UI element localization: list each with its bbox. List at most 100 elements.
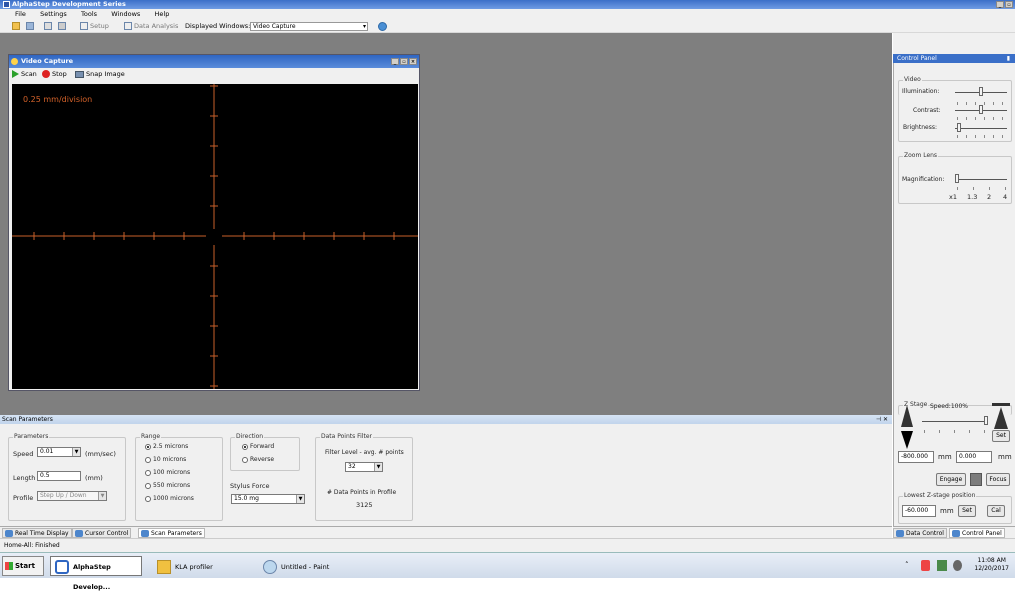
range-label-2-5: 2.5 microns [153,443,189,450]
crosshair-center-gap [206,229,222,245]
save-icon[interactable] [26,22,36,31]
lowest-z-field[interactable]: -60.000 [902,505,936,517]
tab-control-panel[interactable]: Control Panel [949,528,1005,538]
magnification-ticks [957,187,1007,190]
menu-settings[interactable]: Settings [40,10,67,18]
direction-group: Direction Forward Reverse [230,433,300,471]
menu-file[interactable]: File [15,10,26,18]
length-input[interactable]: 0.5 [37,471,81,481]
range-option-1000[interactable]: 1000 microns [145,495,194,502]
range-label-100: 100 microns [153,469,191,476]
up-arrow-icon[interactable] [901,405,913,427]
taskbar: Start AlphaStep Develop... KLA profiler … [0,552,1015,591]
show-hidden-icons-icon[interactable]: ˄ [905,561,909,569]
pin-close-icon[interactable]: ⊣ ✕ [875,416,888,423]
stop-icon [42,70,50,78]
z-speed-track [922,421,988,422]
flag-icon[interactable] [921,560,930,571]
range-option-10[interactable]: 10 microns [145,456,186,463]
focus-button[interactable]: Focus [986,473,1010,486]
video-window-title: Video Capture [21,57,74,65]
z-target-field[interactable]: 0.000 [956,451,992,463]
data-analysis-button[interactable]: Data Analysis [124,22,178,31]
volume-icon[interactable] [953,560,962,571]
tab-cursor-control[interactable]: Cursor Control [72,528,132,538]
range-group: Range 2.5 microns 10 microns 100 microns… [135,433,223,521]
profile-value: Step Up / Down [40,492,87,499]
menu-windows[interactable]: Windows [111,10,141,18]
control-panel-header: Control Panel ▮ [893,54,1015,63]
minimize-button[interactable]: _ [996,1,1004,8]
magnification-slider[interactable] [955,174,959,183]
tab-icon [896,530,904,537]
print-preview-icon[interactable] [44,22,54,31]
snap-image-button[interactable]: Snap Image [75,68,125,81]
video-close-button[interactable]: × [409,58,417,65]
z-speed-label: Speed:100% [930,403,968,410]
range-label-10: 10 microns [153,456,187,463]
engage-button[interactable]: Engage [936,473,966,486]
control-panel-title: Control Panel [897,55,937,62]
tab-scan-parameters[interactable]: Scan Parameters [138,528,205,538]
brightness-ticks [957,135,1007,138]
stop-label: Stop [52,70,67,78]
video-maximize-button[interactable]: ▫ [400,58,408,65]
maximize-button[interactable]: ▫ [1005,1,1013,8]
profile-label: Profile [13,494,34,502]
task-kla-profiler[interactable]: KLA profiler [152,556,244,576]
contrast-slider[interactable] [979,105,983,114]
tab-icon [141,530,149,537]
tab-icon [5,530,13,537]
print-icon[interactable] [58,22,68,31]
tab-label: Control Panel [962,530,1002,537]
task-paint[interactable]: Untitled - Paint [258,556,350,576]
start-button[interactable]: Start [2,556,44,576]
cal-button[interactable]: Cal [987,505,1005,517]
direction-forward[interactable]: Forward [242,443,274,450]
system-tray: ˄ 11:08 AM 12/20/2017 [901,556,1011,576]
tab-data-control[interactable]: Data Control [893,528,947,538]
displayed-windows-select[interactable]: Video Capture ▾ [250,22,368,31]
scan-button[interactable]: Scan [12,68,37,81]
range-option-550[interactable]: 550 microns [145,482,190,489]
menu-tools[interactable]: Tools [81,10,98,18]
data-points-value: 3125 [356,501,373,509]
pin-icon[interactable]: ▮ [1006,55,1010,62]
task-alphastep[interactable]: AlphaStep Develop... [50,556,142,591]
tab-real-time-display[interactable]: Real Time Display [2,528,72,538]
profile-select[interactable]: Step Up / Down ▼ [37,491,107,501]
lowest-z-group: Lowest Z-stage position -60.000 mm Set C… [898,492,1012,524]
stop-button[interactable]: Stop [42,68,67,81]
speed-select[interactable]: 0.01 ▼ [37,447,81,457]
z-position-field[interactable]: -800.000 [898,451,934,463]
app-title: AlphaStep Development Series [12,0,126,8]
video-minimize-button[interactable]: _ [391,58,399,65]
filter-level-select[interactable]: 32 ▼ [345,462,383,472]
stylus-force-select[interactable]: 15.0 mg ▼ [231,494,305,504]
globe-icon[interactable] [378,22,387,31]
reverse-label: Reverse [250,456,275,463]
status-bar: Home-All: Finished [0,538,1015,552]
brightness-slider[interactable] [957,123,962,132]
open-icon[interactable] [12,22,22,31]
range-option-2-5[interactable]: 2.5 microns [145,443,188,450]
menu-help[interactable]: Help [154,10,170,18]
task-label: Untitled - Paint [281,563,330,571]
video-feed[interactable]: 0.25 mm/division [12,84,418,389]
direction-reverse[interactable]: Reverse [242,456,274,463]
down-arrow-icon[interactable] [901,431,913,449]
network-icon[interactable] [937,560,947,571]
start-label: Start [15,562,35,570]
z-set-button[interactable]: Set [992,430,1010,442]
z-top-icon[interactable] [992,403,1010,429]
clock[interactable]: 11:08 AM 12/20/2017 [974,557,1009,573]
stylus-force-value: 15.0 mg [234,495,259,502]
lowest-z-set-button[interactable]: Set [958,505,976,517]
z-speed-slider[interactable] [984,416,988,425]
range-option-100[interactable]: 100 microns [145,469,190,476]
zoom-mark-2: 2 [987,193,992,201]
setup-button[interactable]: Setup [80,22,109,31]
illumination-slider[interactable] [979,87,983,96]
contrast-ticks [957,117,1007,120]
tab-icon [952,530,960,537]
